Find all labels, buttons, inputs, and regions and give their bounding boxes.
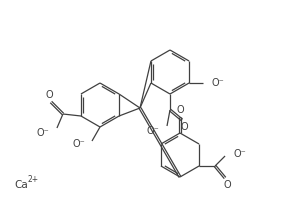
Text: O⁻: O⁻	[146, 126, 159, 136]
Text: Ca: Ca	[14, 180, 28, 190]
Text: O: O	[176, 105, 184, 115]
Text: O⁻: O⁻	[72, 139, 85, 149]
Text: O: O	[180, 122, 188, 132]
Text: O⁻: O⁻	[36, 128, 49, 138]
Text: O⁻: O⁻	[211, 78, 224, 88]
Text: O⁻: O⁻	[233, 149, 246, 159]
Text: 2+: 2+	[28, 175, 39, 184]
Text: O: O	[45, 90, 53, 100]
Text: O: O	[223, 180, 231, 190]
